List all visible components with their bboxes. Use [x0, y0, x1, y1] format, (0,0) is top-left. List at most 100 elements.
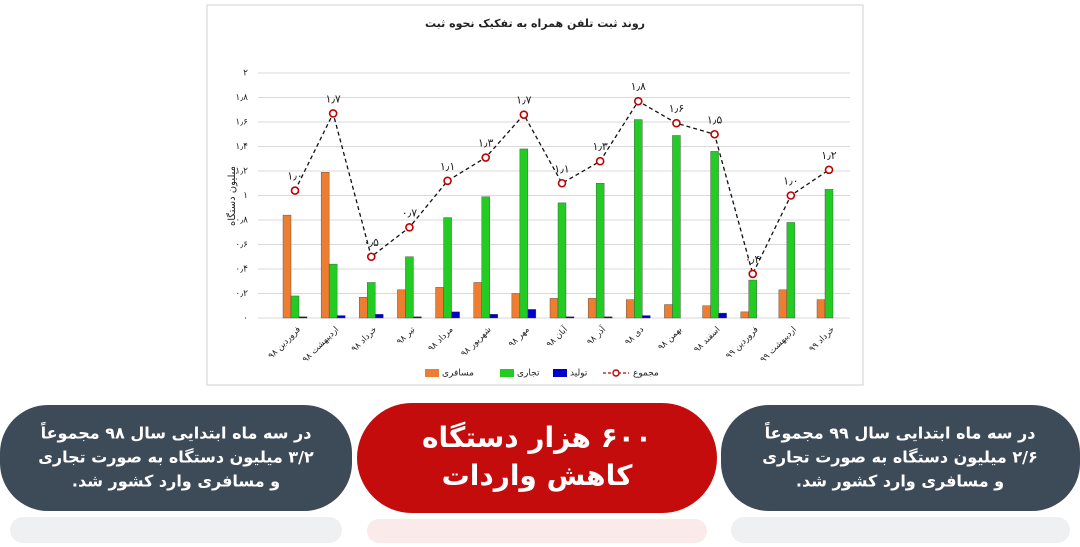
y-tick-label: ۰٫۲ — [235, 289, 248, 299]
panel-text: ۶۰۰ هزار دستگاه — [422, 421, 652, 454]
total-point — [748, 269, 758, 279]
total-point — [328, 109, 338, 118]
panel-center — [357, 403, 717, 513]
bar — [375, 314, 384, 319]
bar — [740, 311, 749, 319]
data-label: ۱٫۳ — [478, 137, 493, 150]
bar — [435, 287, 444, 319]
reflection — [731, 517, 1070, 543]
bar — [397, 289, 406, 319]
legend-label: مسافری — [442, 369, 474, 379]
y-tick-label: ۰٫۴ — [235, 265, 248, 275]
data-label: ۰٫۴ — [745, 253, 760, 266]
data-label: ۱٫۷ — [516, 94, 531, 107]
reflection — [367, 519, 707, 543]
y-tick-label: ۲ — [243, 69, 248, 79]
bar — [367, 282, 376, 319]
total-point — [443, 176, 452, 186]
total-point — [519, 110, 529, 119]
total-point — [366, 252, 376, 262]
data-label: ۱٫۳ — [592, 140, 607, 153]
bar — [443, 217, 452, 319]
data-label: ۱٫۱ — [554, 162, 569, 175]
bar — [634, 119, 643, 319]
bar — [565, 316, 575, 319]
bar — [664, 304, 673, 319]
panel-text: کاهش واردات — [442, 459, 633, 492]
bar — [298, 316, 308, 319]
panel-text: ۲/۶ میلیون دستگاه به صورت تجاری — [762, 448, 1038, 467]
bar — [748, 279, 757, 319]
bar — [290, 295, 300, 319]
panel-right — [721, 405, 1080, 511]
bar — [786, 222, 796, 319]
data-label: ۱٫۶ — [669, 102, 684, 115]
total-point — [481, 153, 491, 162]
y-tick-label: ۱٫۴ — [235, 142, 248, 152]
legend-swatch — [425, 369, 439, 377]
data-label: ۱٫۱ — [440, 160, 455, 173]
legend-label: تجاری — [517, 369, 540, 379]
bar — [642, 315, 651, 319]
bar — [320, 172, 330, 319]
bar — [587, 298, 597, 319]
data-label: ۱٫۸ — [631, 80, 646, 93]
panel-left — [0, 405, 352, 511]
bar — [778, 289, 788, 319]
panel-text: ۳/۲ میلیون دستگاه به صورت تجاری — [38, 448, 314, 467]
bar — [511, 293, 521, 319]
data-label: ۰٫۵ — [364, 236, 379, 249]
bar — [557, 202, 567, 319]
bar — [718, 312, 727, 319]
legend-swatch — [612, 369, 620, 377]
legend-label: مجموع — [633, 369, 659, 379]
bar — [816, 299, 826, 319]
bar — [359, 296, 368, 319]
bar — [702, 305, 711, 319]
bar — [473, 282, 482, 319]
data-label: ۱٫۲ — [821, 149, 836, 162]
data-label: ۱٫۰ — [783, 175, 798, 188]
data-label: ۱٫۷ — [325, 92, 340, 105]
panel-text: و مسافری وارد کشور شد. — [72, 472, 280, 491]
bar — [595, 183, 605, 319]
bar — [336, 315, 346, 319]
total-point — [672, 118, 681, 128]
bar — [549, 298, 559, 319]
total-point — [786, 191, 796, 200]
bar — [413, 316, 422, 319]
y-tick-label: ۱٫۶ — [235, 118, 248, 128]
bar — [451, 311, 460, 319]
bar — [710, 151, 719, 319]
panel-text: در سه ماه ابتدایی سال ۹۸ مجموعاً — [40, 421, 311, 443]
bar — [672, 135, 681, 319]
y-axis-label: میلیون دستگاه — [226, 166, 238, 226]
total-point — [824, 165, 834, 175]
y-tick-label: ۰٫۸ — [235, 216, 248, 226]
data-label: ۰٫۷ — [402, 206, 417, 219]
bar — [824, 189, 834, 319]
total-point — [633, 96, 643, 106]
total-point — [557, 178, 567, 188]
data-label: ۱٫۵ — [707, 113, 722, 126]
total-point — [405, 223, 414, 232]
total-point — [595, 156, 605, 166]
y-tick-label: ۰٫۶ — [235, 240, 248, 250]
legend-swatch — [500, 369, 514, 377]
chart-title: روند ثبت تلفن همراه به تفکیک نحوه ثبت — [425, 17, 645, 30]
bar — [519, 148, 529, 319]
y-tick-label: ۱٫۸ — [235, 93, 248, 103]
total-point — [290, 186, 300, 195]
bar — [481, 196, 490, 319]
y-tick-label: ۱٫۲ — [235, 167, 248, 177]
bar — [405, 256, 414, 319]
y-tick-label: ۰ — [243, 314, 248, 324]
panel-text: و مسافری وارد کشور شد. — [796, 472, 1004, 491]
data-label: ۱٫۰ — [287, 170, 302, 183]
bar — [328, 263, 338, 319]
bar — [282, 214, 292, 319]
panel-text: در سه ماه ابتدایی سال ۹۹ مجموعاً — [764, 421, 1035, 443]
bar — [603, 316, 613, 319]
